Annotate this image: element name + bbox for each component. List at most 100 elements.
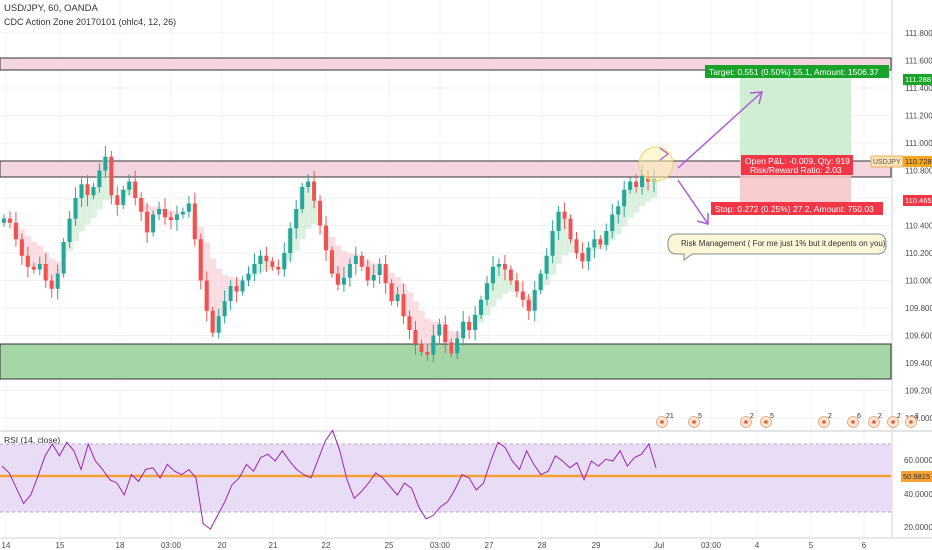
candle[interactable] <box>61 242 66 274</box>
candle[interactable] <box>437 324 442 336</box>
candle[interactable] <box>473 314 478 330</box>
candle[interactable] <box>306 181 311 188</box>
candle[interactable] <box>401 294 406 317</box>
candle[interactable] <box>43 264 48 281</box>
candle[interactable] <box>312 181 317 201</box>
candle[interactable] <box>544 255 549 274</box>
candle[interactable] <box>371 275 376 281</box>
rsi-line[interactable] <box>1 429 657 530</box>
candle[interactable] <box>568 218 573 240</box>
time-axis[interactable]: 14 15 18 03:00 20 21 22 25 03:00 27 28 29 Jul 03:00 4 5… <box>2 541 867 550</box>
candle[interactable] <box>365 266 370 281</box>
candle[interactable] <box>496 264 501 267</box>
event-marker[interactable]: 2 <box>818 413 833 428</box>
candle[interactable] <box>49 280 54 289</box>
candle[interactable] <box>67 218 72 242</box>
candle[interactable] <box>264 255 269 262</box>
candle[interactable] <box>240 280 245 292</box>
candle[interactable] <box>109 156 114 196</box>
target-area[interactable] <box>740 76 851 160</box>
candle[interactable] <box>359 255 364 267</box>
candle[interactable] <box>270 261 275 267</box>
candle[interactable] <box>586 247 591 262</box>
candle[interactable] <box>419 343 424 352</box>
candle[interactable] <box>592 239 597 248</box>
candle[interactable] <box>174 214 179 221</box>
candle[interactable] <box>395 294 400 302</box>
candles[interactable] <box>2 146 656 363</box>
candle[interactable] <box>538 273 543 291</box>
candle[interactable] <box>115 195 120 205</box>
candle[interactable] <box>204 280 209 311</box>
candle[interactable] <box>347 264 352 278</box>
candle[interactable] <box>246 273 251 281</box>
highlight-circle[interactable] <box>638 146 674 182</box>
candle[interactable] <box>574 239 579 253</box>
candle[interactable] <box>443 324 448 343</box>
candle[interactable] <box>329 250 334 274</box>
candle[interactable] <box>580 253 585 262</box>
rsi-axis[interactable]: 60.0000 40.0000 20.0000 50.9815 <box>891 432 932 538</box>
candle[interactable] <box>514 280 519 292</box>
candle[interactable] <box>19 239 24 256</box>
candle[interactable] <box>168 217 173 220</box>
candle[interactable] <box>192 203 197 240</box>
event-marker[interactable]: 5 <box>760 413 775 428</box>
candle[interactable] <box>431 335 436 355</box>
candle[interactable] <box>532 290 537 311</box>
candle[interactable] <box>258 255 263 264</box>
candle[interactable] <box>13 222 18 240</box>
candle[interactable] <box>479 299 484 315</box>
arrow-short[interactable] <box>659 147 670 161</box>
candle[interactable] <box>121 189 126 205</box>
candle[interactable] <box>616 206 621 215</box>
candle[interactable] <box>520 291 525 300</box>
arrow-down[interactable] <box>677 179 709 225</box>
candle[interactable] <box>210 310 215 333</box>
candle[interactable] <box>610 214 615 232</box>
candle[interactable] <box>377 264 382 275</box>
candle[interactable] <box>562 211 567 219</box>
candle[interactable] <box>640 176 645 187</box>
candle[interactable] <box>127 181 132 190</box>
candle[interactable] <box>449 342 454 354</box>
candle[interactable] <box>133 181 138 199</box>
event-marker[interactable]: 2 <box>868 413 883 428</box>
candle[interactable] <box>228 286 233 302</box>
candle[interactable] <box>622 189 627 207</box>
candle[interactable] <box>300 187 305 209</box>
candle[interactable] <box>455 338 460 354</box>
candle[interactable] <box>276 266 281 270</box>
candle[interactable] <box>234 286 239 292</box>
candle[interactable] <box>461 321 466 339</box>
candle[interactable] <box>324 225 329 251</box>
candle[interactable] <box>2 218 6 223</box>
candle[interactable] <box>628 181 633 190</box>
candle[interactable] <box>186 203 191 212</box>
arrow-up[interactable] <box>677 91 763 169</box>
price-axis[interactable]: 111.800 111.600 111.400 111.200 111.000 110.8… <box>870 0 932 430</box>
candle[interactable] <box>634 181 639 188</box>
candle[interactable] <box>353 255 358 264</box>
candle[interactable] <box>163 209 168 218</box>
candle[interactable] <box>467 321 472 330</box>
candle[interactable] <box>335 273 340 285</box>
candle[interactable] <box>550 231 555 256</box>
candle[interactable] <box>407 316 412 330</box>
candle[interactable] <box>502 264 507 270</box>
candle[interactable] <box>79 184 84 198</box>
candle[interactable] <box>389 283 394 302</box>
upper-resistance-zone[interactable] <box>0 57 892 71</box>
candle[interactable] <box>37 264 42 270</box>
candle[interactable] <box>85 184 90 196</box>
candle[interactable] <box>145 211 150 233</box>
candle[interactable] <box>508 269 513 281</box>
event-marker[interactable]: 5 <box>688 413 703 428</box>
candle[interactable] <box>413 330 418 344</box>
candle[interactable] <box>526 299 531 311</box>
candle[interactable] <box>91 187 96 196</box>
candle[interactable] <box>198 239 203 281</box>
candle[interactable] <box>425 352 430 355</box>
candle[interactable] <box>252 264 257 274</box>
